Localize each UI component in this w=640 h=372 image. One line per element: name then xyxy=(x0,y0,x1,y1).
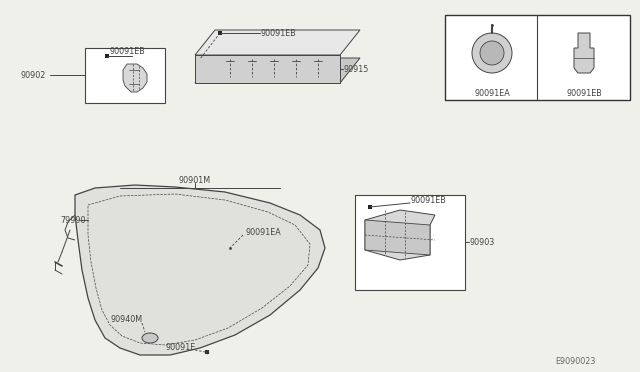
Text: 90915: 90915 xyxy=(344,64,369,74)
Ellipse shape xyxy=(142,333,158,343)
Polygon shape xyxy=(75,185,325,355)
Polygon shape xyxy=(574,33,594,73)
Text: 90901M: 90901M xyxy=(179,176,211,185)
Bar xyxy=(355,195,465,290)
Text: E9090023: E9090023 xyxy=(555,357,595,366)
Circle shape xyxy=(472,33,512,73)
Text: 90091EA: 90091EA xyxy=(474,89,510,97)
Text: 90091EB: 90091EB xyxy=(566,89,602,97)
Text: 90091E: 90091E xyxy=(165,343,195,353)
Circle shape xyxy=(480,41,504,65)
Text: 90091EB: 90091EB xyxy=(411,196,447,205)
Polygon shape xyxy=(195,58,360,83)
Text: 90091EA: 90091EA xyxy=(245,228,281,237)
Text: 90091EB: 90091EB xyxy=(261,29,297,38)
Text: 90940M: 90940M xyxy=(110,315,142,324)
Text: 90903: 90903 xyxy=(470,237,495,247)
Text: 90902: 90902 xyxy=(20,71,45,80)
Text: 79990: 79990 xyxy=(60,215,86,224)
Bar xyxy=(85,48,165,103)
Polygon shape xyxy=(123,64,147,92)
Text: 90091EB: 90091EB xyxy=(109,46,145,55)
Polygon shape xyxy=(195,30,360,55)
Bar xyxy=(445,15,630,100)
Polygon shape xyxy=(365,210,435,260)
Polygon shape xyxy=(195,55,340,83)
Polygon shape xyxy=(365,220,430,255)
